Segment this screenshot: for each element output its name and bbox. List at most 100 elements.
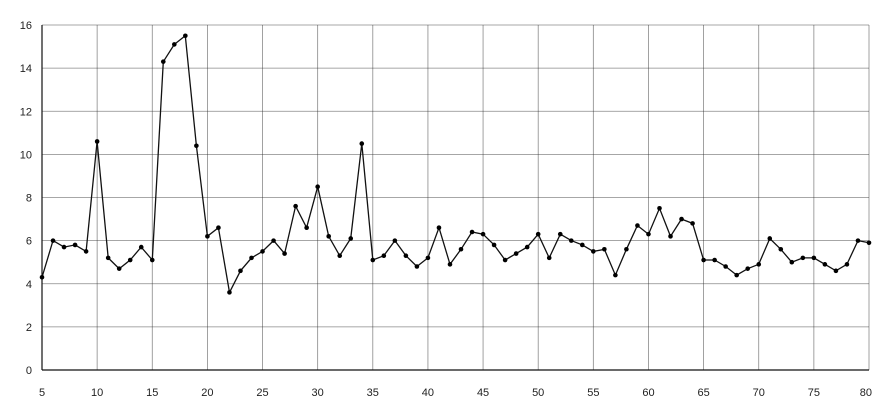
axis-layer xyxy=(41,25,869,371)
data-point xyxy=(546,255,552,261)
data-point xyxy=(745,266,751,271)
data-point xyxy=(216,225,221,230)
data-point xyxy=(293,203,298,209)
x-tick-label: 15 xyxy=(146,387,158,399)
data-point xyxy=(524,244,530,250)
data-point xyxy=(480,231,486,237)
x-tick-label: 45 xyxy=(477,387,489,399)
data-point xyxy=(94,139,100,144)
data-point xyxy=(602,246,607,252)
y-tick-label: 16 xyxy=(20,20,32,32)
data-point xyxy=(183,33,188,39)
data-point xyxy=(403,253,409,259)
x-tick-label: 55 xyxy=(587,387,599,399)
data-point xyxy=(337,253,343,259)
y-tick-labels: 0 2 4 6 8 10 12 14 16 xyxy=(20,20,32,377)
data-point xyxy=(381,253,387,259)
x-tick-label: 5 xyxy=(39,387,45,399)
y-tick-label: 12 xyxy=(20,106,32,118)
data-point xyxy=(194,143,199,149)
data-point xyxy=(557,231,563,237)
data-point xyxy=(811,255,817,261)
data-point xyxy=(425,255,431,261)
data-point xyxy=(227,290,232,295)
data-point xyxy=(491,242,497,248)
x-tick-label: 80 xyxy=(860,387,872,399)
x-tick-label: 60 xyxy=(642,387,654,399)
data-point xyxy=(315,184,320,190)
data-point xyxy=(855,238,861,243)
y-tick-label: 0 xyxy=(26,365,32,377)
y-tick-label: 2 xyxy=(26,322,32,334)
data-point xyxy=(116,266,122,271)
data-point xyxy=(502,257,508,263)
data-point xyxy=(778,246,784,252)
data-point xyxy=(39,274,45,280)
data-point xyxy=(392,238,398,243)
data-point xyxy=(160,59,166,64)
data-point xyxy=(635,223,640,228)
data-point xyxy=(458,246,464,252)
data-point xyxy=(568,238,574,243)
data-point xyxy=(304,225,309,230)
data-point xyxy=(866,240,872,246)
x-tick-label: 25 xyxy=(256,387,268,399)
x-tick-label: 65 xyxy=(697,387,709,399)
data-point xyxy=(260,249,265,254)
data-point xyxy=(767,236,773,241)
data-point xyxy=(436,225,442,230)
y-tick-label: 4 xyxy=(26,279,32,291)
data-point xyxy=(271,238,276,243)
data-point xyxy=(679,216,684,222)
data-point xyxy=(105,255,111,261)
data-point xyxy=(172,42,177,47)
data-point xyxy=(83,249,89,254)
series-line xyxy=(41,34,870,295)
grid-layer xyxy=(41,24,870,371)
data-point xyxy=(580,242,585,248)
x-tick-label: 35 xyxy=(367,387,379,399)
data-point xyxy=(701,257,706,263)
data-point xyxy=(50,238,56,243)
y-tick-label: 6 xyxy=(26,236,32,248)
x-tick-label: 75 xyxy=(808,387,820,399)
data-point xyxy=(657,205,662,211)
data-point xyxy=(513,251,519,256)
data-point xyxy=(833,268,839,274)
y-tick-label: 8 xyxy=(26,193,32,205)
data-point xyxy=(756,262,762,267)
data-point xyxy=(370,257,376,263)
x-tick-label: 50 xyxy=(532,387,544,399)
data-point xyxy=(690,221,695,226)
data-point xyxy=(613,272,618,278)
x-tick-label: 70 xyxy=(753,387,765,399)
data-point xyxy=(723,264,728,269)
data-point xyxy=(205,234,210,239)
data-point xyxy=(668,234,673,239)
data-point xyxy=(72,242,78,248)
data-point xyxy=(734,272,739,278)
data-point xyxy=(844,262,850,267)
y-tick-label: 10 xyxy=(20,149,32,161)
x-tick-label: 10 xyxy=(91,387,103,399)
data-point xyxy=(591,249,596,254)
data-point xyxy=(359,141,365,146)
data-point xyxy=(624,246,629,252)
data-point xyxy=(138,244,144,250)
data-point xyxy=(800,255,806,261)
data-point xyxy=(238,268,243,274)
data-point xyxy=(447,262,453,267)
data-point xyxy=(822,262,828,267)
data-point xyxy=(646,231,651,237)
data-point xyxy=(789,259,795,265)
data-point xyxy=(535,231,541,237)
data-point xyxy=(712,257,717,263)
x-tick-labels: 5 10 15 20 25 30 35 40 45 50 55 60 65 70 75 80 xyxy=(39,387,872,399)
data-point xyxy=(61,244,67,250)
series-layer xyxy=(39,33,872,295)
x-tick-label: 20 xyxy=(201,387,213,399)
x-tick-label: 30 xyxy=(312,387,324,399)
y-tick-label: 14 xyxy=(20,63,32,75)
